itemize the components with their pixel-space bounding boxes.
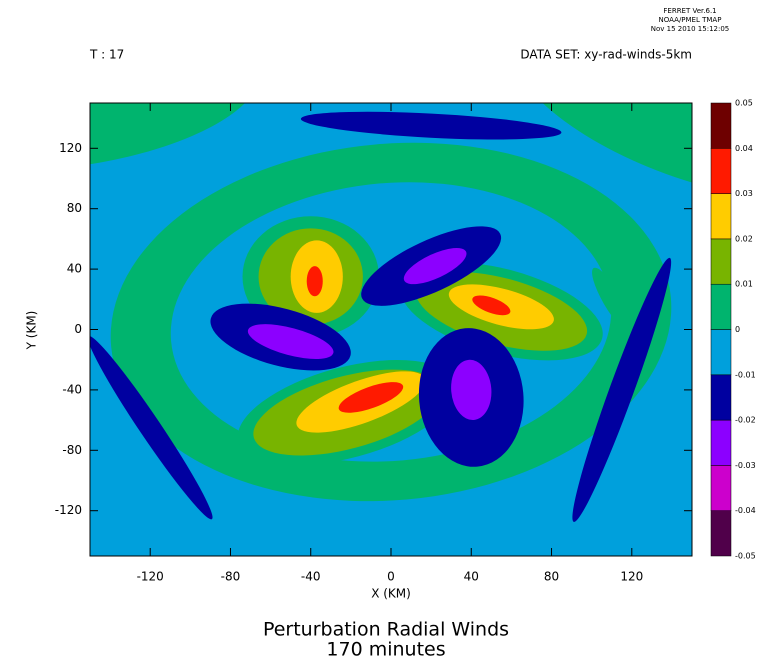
colorbar-swatch — [710, 283, 732, 330]
y-tick-label: 120 — [59, 141, 82, 155]
y-tick-label: -40 — [62, 382, 82, 396]
y-tick-label: 0 — [74, 322, 82, 336]
colorbar-swatch — [710, 374, 732, 421]
header-line: Nov 15 2010 15:12:05 — [651, 25, 730, 33]
colorbar-label: 0.01 — [735, 280, 753, 289]
y-tick-label: -80 — [62, 443, 82, 457]
colorbar-label: 0 — [735, 325, 740, 334]
contour-region — [592, 267, 632, 331]
y-tick-label: 80 — [67, 201, 82, 215]
contour-region — [338, 382, 404, 413]
colorbar-swatch — [710, 329, 732, 376]
contour-region — [572, 257, 672, 522]
header-line: FERRET Ver.6.1 — [663, 7, 716, 15]
x-tick-label: 120 — [620, 570, 643, 584]
colorbar-swatch — [710, 102, 732, 149]
contour-region — [472, 295, 511, 316]
colorbar-label: -0.03 — [735, 461, 756, 470]
x-tick-label: -40 — [301, 570, 321, 584]
colorbar-label: -0.02 — [735, 416, 756, 425]
contour-region — [300, 111, 562, 140]
colorbar-label: 0.04 — [735, 144, 753, 153]
contour-region — [247, 324, 334, 359]
x-tick-label: 80 — [544, 570, 559, 584]
colorbar-label: 0.05 — [735, 99, 753, 108]
dataset-label: DATA SET: xy-rad-winds-5km — [520, 48, 692, 62]
contour-region — [90, 103, 259, 170]
colorbar-label: 0.02 — [735, 234, 753, 243]
colorbar-label: -0.01 — [735, 370, 756, 379]
colorbar-label: -0.05 — [735, 552, 756, 561]
colorbar-swatch — [710, 510, 732, 557]
time-label: T : 17 — [89, 48, 124, 62]
x-tick-label: 0 — [387, 570, 395, 584]
contour-region — [403, 247, 467, 285]
y-axis-label: Y (KM) — [25, 311, 39, 351]
y-tick-label: -120 — [55, 503, 82, 517]
contour-region — [306, 266, 323, 297]
colorbar-label: 0.03 — [735, 189, 753, 198]
colorbar-swatch — [710, 193, 732, 240]
x-tick-label: -80 — [221, 570, 241, 584]
colorbar-swatch — [710, 148, 732, 194]
chart-subtitle: 170 minutes — [326, 639, 445, 661]
colorbar-swatch — [710, 419, 732, 466]
x-tick-label: -120 — [137, 570, 164, 584]
y-tick-label: 40 — [67, 262, 82, 276]
colorbar-label: -0.04 — [735, 506, 756, 515]
chart-title: Perturbation Radial Winds — [263, 619, 509, 641]
plot-area — [90, 103, 692, 556]
colorbar-swatch — [710, 465, 732, 511]
axes: -120 -80 -40 0 40 80 120 -120 -80 -40 0 40 80 120 — [55, 102, 693, 584]
contour-region — [90, 335, 213, 520]
contour-region — [451, 359, 492, 421]
x-axis-label: X (KM) — [371, 587, 411, 601]
header-line: NOAA/PMEL TMAP — [659, 16, 722, 24]
colorbar-swatch — [710, 238, 732, 285]
x-tick-label: 40 — [464, 570, 479, 584]
